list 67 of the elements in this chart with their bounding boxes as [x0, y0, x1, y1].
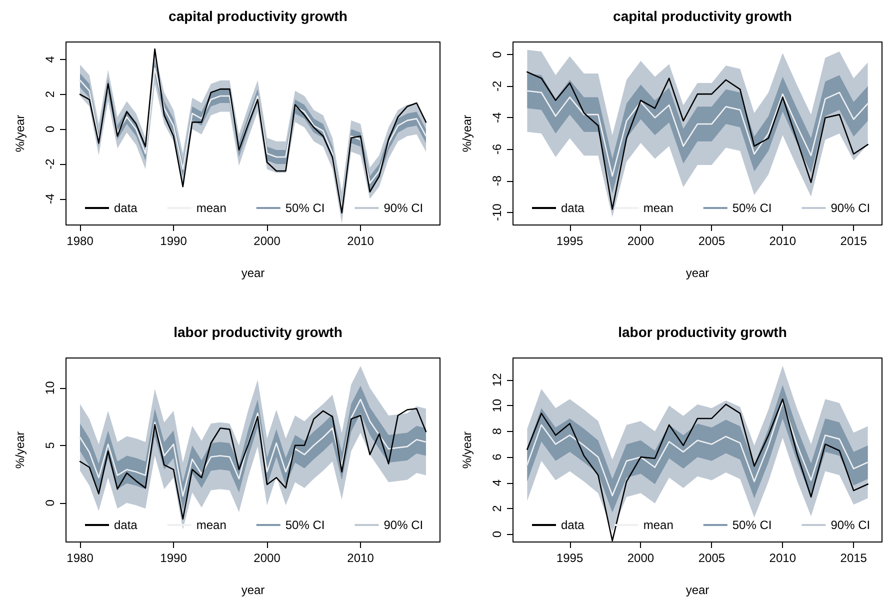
legend-label: 90% CI	[384, 518, 424, 532]
legend-label: data	[561, 518, 585, 532]
x-tick-label: 1990	[160, 551, 188, 565]
x-tick-label: 1980	[66, 234, 94, 248]
legend-label: data	[561, 201, 585, 215]
x-tick-label: 2000	[627, 234, 654, 248]
y-tick-label: -10	[490, 203, 504, 222]
y-axis-title: %/year	[460, 114, 474, 152]
y-axis-title: %/year	[13, 431, 27, 469]
y-tick-label: -6	[490, 144, 504, 155]
legend-label: data	[114, 518, 138, 532]
x-tick-label: 2010	[769, 234, 796, 248]
y-tick-label: 0	[43, 499, 57, 506]
y-tick-label: 12	[490, 372, 504, 387]
x-tick-label: 2010	[769, 551, 796, 565]
y-axis-title: %/year	[13, 114, 27, 152]
y-tick-label: 0	[43, 125, 57, 132]
chart-title: capital productivity growth	[168, 8, 348, 24]
y-tick-label: 10	[490, 398, 504, 412]
x-tick-label: 1995	[556, 234, 584, 248]
x-tick-label: 2000	[254, 551, 281, 565]
y-tick-label: 6	[490, 453, 504, 460]
x-tick-label: 2005	[698, 234, 726, 248]
y-tick-label: 2	[490, 504, 504, 512]
legend-label: 90% CI	[830, 201, 870, 215]
y-tick-label: 4	[43, 56, 57, 63]
legend-label: 90% CI	[384, 201, 424, 215]
chart-title: labor productivity growth	[618, 324, 787, 340]
x-tick-label: 2010	[347, 234, 374, 248]
y-tick-label: 0	[490, 50, 504, 58]
x-tick-label: 2000	[254, 234, 281, 248]
legend-label: 50% CI	[732, 518, 772, 532]
legend-label: 50% CI	[732, 201, 772, 215]
x-tick-label: 1990	[160, 234, 188, 248]
x-tick-label: 2015	[840, 234, 868, 248]
x-axis-title: year	[241, 583, 265, 597]
y-tick-label: -8	[490, 175, 504, 186]
x-axis-title: year	[241, 266, 265, 280]
x-tick-label: 1980	[66, 551, 94, 565]
legend-label: mean	[196, 201, 226, 215]
y-tick-label: 5	[43, 442, 57, 449]
legend-label: 90% CI	[830, 518, 870, 532]
x-tick-label: 2005	[698, 551, 726, 565]
legend-label: mean	[643, 201, 674, 215]
x-tick-label: 2015	[840, 551, 868, 565]
x-tick-label: 2000	[627, 551, 654, 565]
legend-label: 50% CI	[285, 518, 325, 532]
y-tick-label: -2	[490, 80, 504, 92]
x-tick-label: 2010	[347, 551, 374, 565]
x-axis-title: year	[686, 266, 710, 280]
y-axis-title: %/year	[460, 431, 474, 469]
y-tick-label: -4	[43, 193, 57, 204]
legend-label: mean	[196, 518, 226, 532]
y-tick-label: -4	[490, 112, 504, 124]
x-axis-title: year	[686, 583, 710, 597]
x-tick-label: 1995	[556, 551, 584, 565]
y-tick-label: 8	[490, 428, 504, 435]
legend-label: 50% CI	[285, 201, 325, 215]
y-tick-label: 0	[490, 530, 504, 538]
y-tick-label: 2	[43, 90, 57, 98]
legend-label: data	[114, 201, 138, 215]
y-tick-label: 4	[490, 479, 504, 486]
chart-title: labor productivity growth	[174, 324, 342, 340]
legend-label: mean	[643, 518, 674, 532]
y-tick-label: -2	[43, 158, 57, 170]
chart-title: capital productivity growth	[613, 8, 792, 24]
y-tick-label: 10	[43, 380, 57, 395]
